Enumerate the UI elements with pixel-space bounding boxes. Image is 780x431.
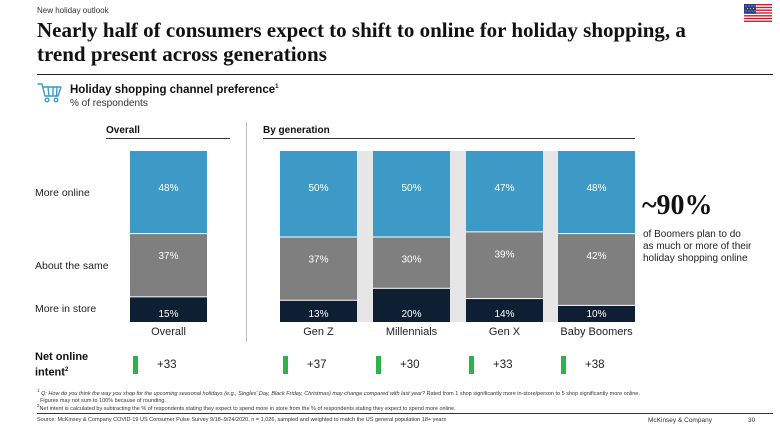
page-number: 30: [748, 417, 756, 424]
bar-gen-x-online: [466, 151, 543, 232]
eyebrow: New holiday outlook: [37, 6, 109, 15]
callout-number: ~90%: [642, 190, 713, 221]
callout-text: of Boomers plan to do as much or more of…: [643, 229, 752, 264]
net-intent-bar-overall: [133, 356, 138, 374]
bar-gen-x-same: [466, 232, 543, 299]
category-labels: Overall Gen Z Millennials Gen X Baby Boomers: [151, 326, 633, 338]
net-intent-bar-millennials: [376, 356, 381, 374]
bridge-gen-z-millennials-same: [357, 236, 373, 300]
bridge-millennials-gen-x-online: [450, 151, 466, 237]
labels: 48% 37% 15% 50% 37% 13% 50% 30% 20% 47% 39% 14% 48% 4…: [158, 183, 606, 320]
value-label-baby-boomers-same: 42%: [586, 251, 606, 262]
bar-gen-z-same: [280, 237, 357, 300]
section-header-by-generation: By generation: [263, 125, 330, 136]
value-label-overall-store: 15%: [158, 309, 178, 320]
value-label-gen-x-same: 39%: [494, 249, 514, 260]
bar-overall-online: [130, 151, 207, 234]
value-label-gen-x-online: 47%: [494, 183, 514, 194]
net-intent-bar-gen-z: [283, 356, 288, 374]
net-online-intent-label: Net online intent2: [35, 351, 89, 379]
bar-baby-boomers-same: [558, 234, 635, 305]
value-label-millennials-same: 30%: [401, 255, 421, 266]
bar-gen-x-store: [466, 299, 543, 322]
row-label-more-online: More online: [35, 187, 90, 199]
footnote-1: 1 Q: How do you think the way you shop f…: [37, 388, 640, 404]
title-rule: [37, 74, 773, 75]
bar-overall-same: [130, 234, 207, 297]
chart-subtitle: % of respondents: [70, 98, 148, 109]
net-intent-bar-baby-boomers: [561, 356, 566, 374]
section-rule-by-generation: [263, 138, 635, 139]
value-label-gen-z-online: 50%: [308, 183, 328, 194]
section-divider: [246, 122, 247, 342]
section-rule-overall: [106, 138, 230, 139]
category-label-baby-boomers: Baby Boomers: [560, 326, 633, 338]
us-flag-icon: [744, 4, 772, 22]
bar-gen-z-online: [280, 151, 357, 237]
value-label-overall-same: 37%: [158, 251, 178, 262]
value-label-millennials-store: 20%: [401, 309, 421, 320]
bar-overall-store: [130, 297, 207, 322]
value-label-gen-x-store: 14%: [494, 309, 514, 320]
footer-rule: [37, 413, 773, 414]
bar-millennials-online: [373, 151, 450, 237]
category-label-gen-x: Gen X: [489, 326, 521, 338]
value-label-baby-boomers-online: 48%: [586, 183, 606, 194]
category-label-millennials: Millennials: [386, 326, 438, 338]
bridges: [357, 151, 558, 322]
bridge-gen-z-millennials-online: [357, 151, 373, 237]
category-label-overall: Overall: [151, 326, 186, 338]
value-label-baby-boomers-store: 10%: [586, 309, 606, 320]
bridge-millennials-gen-x-store: [450, 287, 466, 322]
bar-millennials-same: [373, 237, 450, 288]
category-label-gen-z: Gen Z: [303, 326, 334, 338]
row-label-about-the-same: About the same: [35, 260, 109, 272]
bridge-gen-z-millennials-store: [357, 287, 373, 322]
source-note: Source: McKinsey & Company COVID-19 US C…: [37, 417, 447, 423]
value-label-gen-z-store: 13%: [308, 309, 328, 320]
bars: [130, 151, 635, 322]
bridge-gen-x-baby-boomers-online: [543, 151, 558, 234]
value-label-gen-z-same: 37%: [308, 255, 328, 266]
net-intent-value-gen-x: +33: [493, 359, 513, 371]
section-header-overall: Overall: [106, 125, 140, 136]
net-intent-value-millennials: +30: [400, 359, 420, 371]
value-label-millennials-online: 50%: [401, 183, 421, 194]
bridge-millennials-gen-x-same: [450, 231, 466, 299]
shopping-cart-icon: [37, 83, 62, 103]
net-intent-value-baby-boomers: +38: [585, 359, 605, 371]
bridge-gen-x-baby-boomers-store: [543, 298, 558, 322]
bar-baby-boomers-online: [558, 151, 635, 234]
row-label-more-in-store: More in store: [35, 303, 97, 315]
bar-millennials-store: [373, 288, 450, 322]
bar-baby-boomers-store: [558, 305, 635, 322]
chart-title: Holiday shopping channel preference1: [70, 84, 279, 96]
net-intent-value-gen-z: +37: [307, 359, 327, 371]
value-label-overall-online: 48%: [158, 183, 178, 194]
footnote-2: 2Net intent is calculated by subtracting…: [37, 403, 456, 412]
net-intent-value-overall: +33: [157, 359, 177, 371]
headline: Nearly half of consumers expect to shift…: [37, 18, 686, 66]
brand-name: McKinsey & Company: [648, 417, 712, 424]
bridge-gen-x-baby-boomers-same: [543, 231, 558, 305]
bar-gen-z-store: [280, 300, 357, 322]
net-intent-bar-gen-x: [469, 356, 474, 374]
